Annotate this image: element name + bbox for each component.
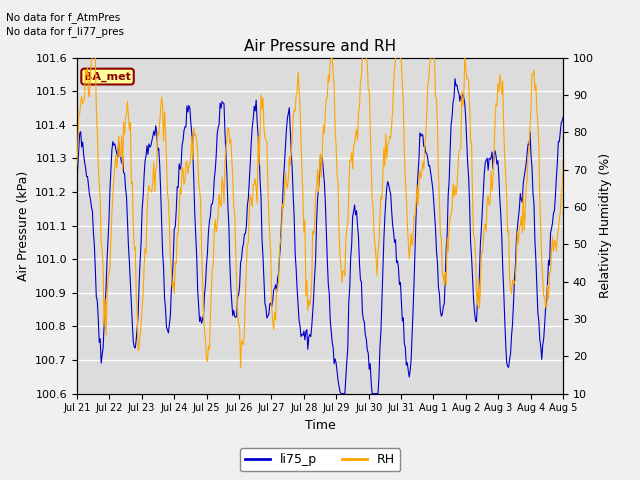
Y-axis label: Air Pressure (kPa): Air Pressure (kPa) [17, 170, 30, 281]
Y-axis label: Relativity Humidity (%): Relativity Humidity (%) [600, 153, 612, 298]
Title: Air Pressure and RH: Air Pressure and RH [244, 39, 396, 54]
Legend: li75_p, RH: li75_p, RH [240, 448, 400, 471]
Text: No data for f_AtmPres: No data for f_AtmPres [6, 12, 121, 23]
Text: BA_met: BA_met [84, 72, 131, 82]
Text: No data for f_li77_pres: No data for f_li77_pres [6, 26, 124, 37]
X-axis label: Time: Time [305, 419, 335, 432]
